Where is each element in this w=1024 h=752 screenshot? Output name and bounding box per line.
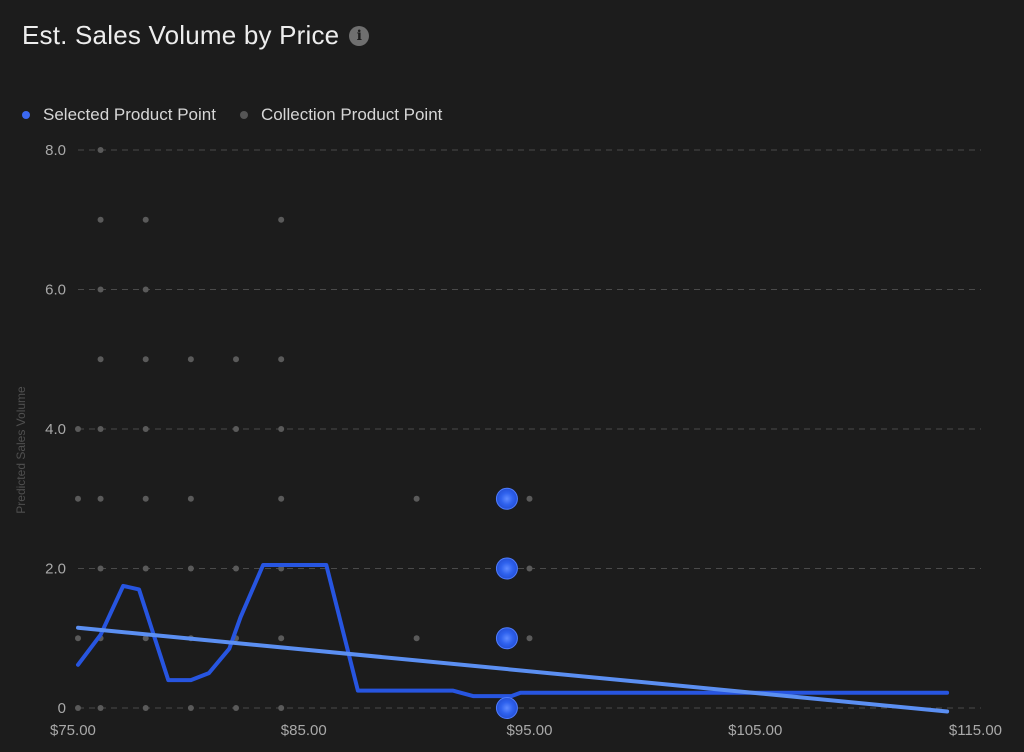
collection-point [142,286,149,293]
collection-point [142,705,149,711]
selected-point [495,557,518,580]
collection-point [278,705,285,711]
collection-point [413,495,420,502]
legend-label-selected: Selected Product Point [43,105,216,124]
collection-point [278,356,285,363]
y-tick-label: 8.0 [45,142,66,159]
y-axis-label: Predicted Sales Volume [14,386,28,514]
legend-dot-selected-icon [22,111,30,119]
x-tick-label: $75.00 [50,722,96,739]
y-tick-label: 6.0 [45,282,66,299]
collection-point [97,356,104,363]
collection-point [97,705,104,711]
collection-point [278,426,285,432]
collection-point [75,705,81,711]
collection-point [187,356,194,363]
collection-point [233,356,240,363]
collection-point [97,426,104,432]
collection-point [278,635,285,642]
collection-point [413,635,420,642]
collection-point [278,495,285,502]
collection-point [526,565,533,572]
chart-title: Est. Sales Volume by Price [22,20,340,50]
trend-line [76,625,950,714]
collection-point [142,495,149,502]
chart-title-row: Est. Sales Volume by Price i [22,20,370,51]
chart-legend: Selected Product Point Collection Produc… [22,105,442,125]
sales-line [76,563,950,699]
collection-point [278,216,285,223]
collection-point [187,565,194,572]
x-tick-label: $115.00 [949,722,1002,739]
legend-dot-collection-icon [239,111,248,119]
collection-point [97,565,104,572]
y-tick-label: 0 [58,700,66,717]
info-icon[interactable]: i [349,25,370,46]
collection-point [142,635,149,642]
collection-point [187,705,194,711]
collection-point [97,495,104,502]
selected-point [495,697,518,719]
collection-point [97,216,104,223]
selected-point [495,627,518,650]
collection-point [75,635,81,642]
collection-point [142,565,149,572]
x-tick-label: $95.00 [507,722,553,739]
legend-label-collection: Collection Product Point [260,105,443,124]
collection-point [526,635,533,642]
collection-point [142,426,149,432]
collection-point [526,495,533,502]
collection-point [97,147,104,153]
legend-item-selected[interactable]: Selected Product Point [22,105,216,125]
collection-point [75,495,81,502]
collection-point [187,495,194,502]
y-tick-label: 2.0 [45,561,66,578]
y-tick-label: 4.0 [45,421,66,438]
collection-point [142,356,149,363]
collection-point [142,216,149,223]
collection-point [233,426,240,432]
selected-point [495,487,518,510]
collection-point [97,286,104,293]
x-tick-label: $85.00 [281,722,327,739]
collection-point [233,565,240,572]
x-tick-label: $105.00 [728,722,782,739]
collection-point [233,705,240,711]
collection-point [75,426,81,432]
legend-item-collection[interactable]: Collection Product Point [239,105,443,125]
